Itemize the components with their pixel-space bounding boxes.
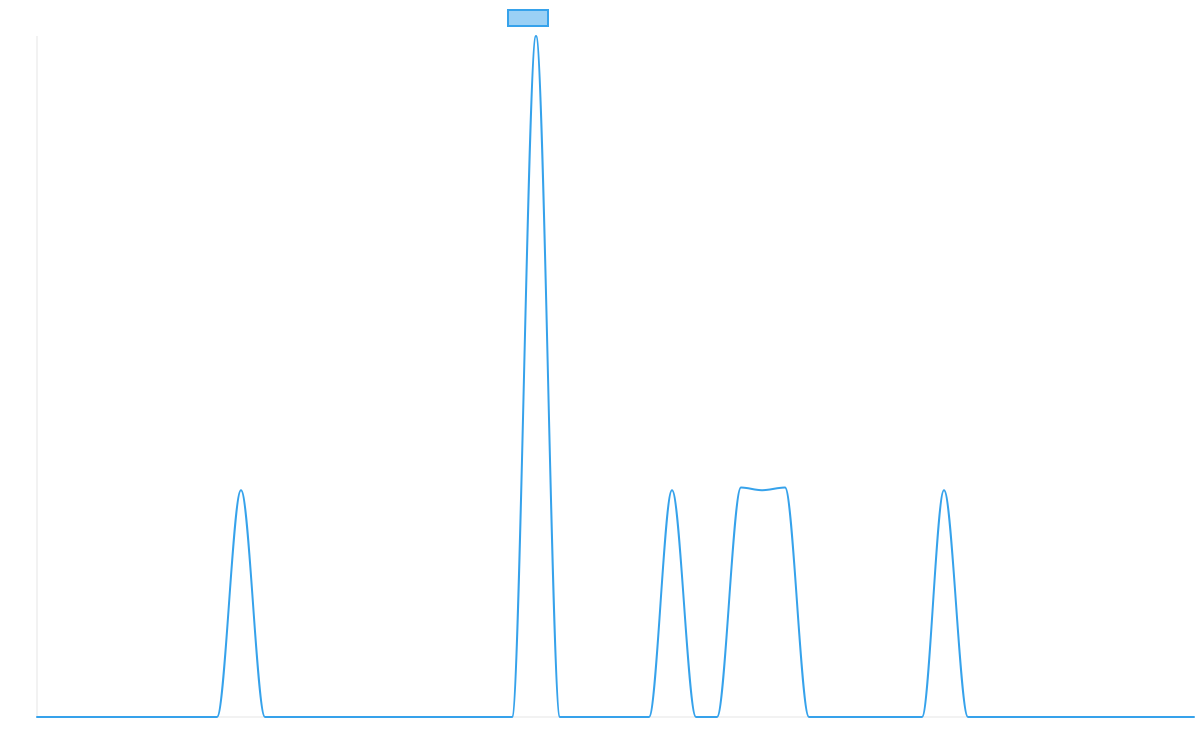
legend-swatch[interactable]	[507, 9, 549, 27]
series-line	[36, 35, 1195, 719]
